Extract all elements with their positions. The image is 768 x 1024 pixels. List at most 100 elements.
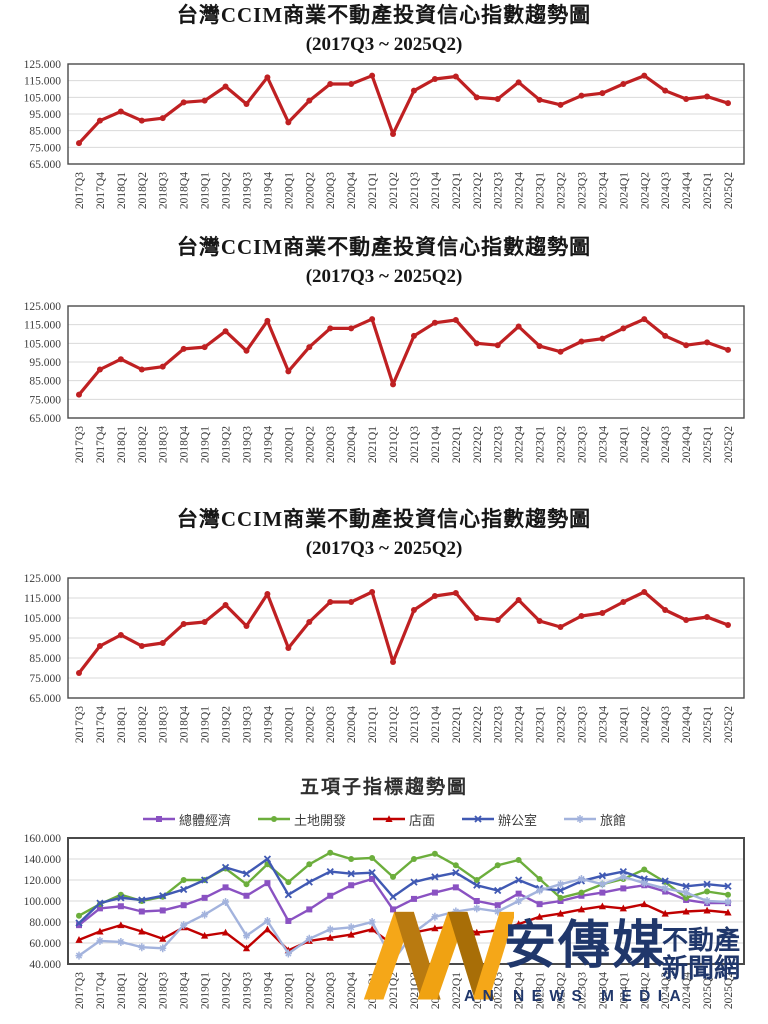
svg-text:2025Q1: 2025Q1 (702, 972, 714, 1009)
svg-text:2024Q2: 2024Q2 (639, 706, 651, 743)
chart-block-3: 台灣CCIM商業不動產投資信心指數趨勢圖 (2017Q3 ~ 2025Q2) 1… (0, 506, 768, 752)
svg-text:2021Q3: 2021Q3 (409, 426, 421, 463)
svg-text:115.000: 115.000 (24, 320, 61, 332)
svg-text:2018Q2: 2018Q2 (137, 706, 149, 743)
svg-text:2022Q4: 2022Q4 (514, 172, 526, 209)
svg-text:2024Q2: 2024Q2 (639, 172, 651, 209)
chart4-canvas: 160.000 140.000 120.000 100.000 80.000 60.000… (24, 834, 745, 1009)
svg-text:2019Q2: 2019Q2 (221, 426, 233, 463)
svg-text:65.000: 65.000 (29, 413, 61, 425)
svg-text:95.000: 95.000 (29, 357, 61, 369)
svg-text:2025Q1: 2025Q1 (702, 426, 714, 463)
svg-text:2023Q4: 2023Q4 (597, 972, 609, 1009)
svg-text:2020Q4: 2020Q4 (346, 972, 358, 1009)
svg-text:115.000: 115.000 (24, 76, 61, 88)
svg-text:2019Q3: 2019Q3 (241, 706, 253, 743)
svg-text:2025Q1: 2025Q1 (702, 706, 714, 743)
svg-text:2025Q2: 2025Q2 (723, 426, 735, 463)
svg-text:65.000: 65.000 (29, 159, 61, 171)
svg-text:2021Q1: 2021Q1 (367, 426, 379, 463)
svg-text:2024Q3: 2024Q3 (660, 706, 672, 743)
svg-text:75.000: 75.000 (29, 394, 61, 406)
svg-text:2023Q3: 2023Q3 (576, 426, 588, 463)
svg-text:2021Q1: 2021Q1 (367, 172, 379, 209)
svg-text:2024Q3: 2024Q3 (660, 172, 672, 209)
svg-text:2024Q1: 2024Q1 (618, 426, 630, 463)
chart-block-4: 五項子指標趨勢圖 總體經濟 土地開發 店面 辦公室 旅館 160.000 140.000 1… (0, 776, 768, 1018)
svg-text:2018Q2: 2018Q2 (137, 972, 149, 1009)
svg-text:2024Q4: 2024Q4 (681, 172, 693, 209)
svg-text:2021Q4: 2021Q4 (430, 172, 442, 209)
svg-text:105.000: 105.000 (24, 338, 62, 350)
svg-text:2020Q2: 2020Q2 (304, 706, 316, 743)
svg-text:125.000: 125.000 (24, 60, 62, 71)
svg-text:65.000: 65.000 (29, 693, 61, 705)
legend-marker-icon (462, 815, 494, 823)
chart2-canvas: 125.000 115.000 105.000 95.000 85.000 75.000 6… (24, 302, 745, 463)
svg-text:2022Q3: 2022Q3 (493, 972, 505, 1009)
svg-text:105.000: 105.000 (24, 613, 62, 625)
svg-text:2024Q1: 2024Q1 (618, 172, 630, 209)
svg-text:2021Q3: 2021Q3 (409, 172, 421, 209)
svg-text:2022Q2: 2022Q2 (472, 426, 484, 463)
svg-text:2018Q3: 2018Q3 (158, 426, 170, 463)
svg-text:115.000: 115.000 (24, 593, 61, 605)
svg-text:2021Q2: 2021Q2 (388, 972, 400, 1009)
svg-text:2019Q3: 2019Q3 (241, 172, 253, 209)
svg-text:2023Q3: 2023Q3 (576, 706, 588, 743)
svg-text:2019Q4: 2019Q4 (262, 706, 274, 743)
legend-marker-icon (564, 815, 597, 823)
svg-text:2022Q1: 2022Q1 (451, 706, 463, 743)
svg-text:2019Q3: 2019Q3 (241, 426, 253, 463)
svg-text:2020Q3: 2020Q3 (325, 972, 337, 1009)
svg-text:2018Q3: 2018Q3 (158, 706, 170, 743)
svg-text:2020Q1: 2020Q1 (283, 426, 295, 463)
svg-text:2025Q1: 2025Q1 (702, 172, 714, 209)
svg-text:2022Q4: 2022Q4 (514, 972, 526, 1009)
svg-text:2022Q1: 2022Q1 (451, 426, 463, 463)
svg-text:2023Q2: 2023Q2 (556, 172, 568, 209)
legend-label: 店面 (408, 812, 435, 828)
svg-text:2019Q4: 2019Q4 (262, 426, 274, 463)
svg-text:2021Q3: 2021Q3 (409, 972, 421, 1009)
svg-text:2023Q4: 2023Q4 (597, 426, 609, 463)
svg-text:2022Q2: 2022Q2 (472, 172, 484, 209)
chart1-title: 台灣CCIM商業不動產投資信心指數趨勢圖 (176, 3, 592, 27)
chart3-title: 台灣CCIM商業不動產投資信心指數趨勢圖 (176, 507, 592, 531)
chart2-title: 台灣CCIM商業不動產投資信心指數趨勢圖 (176, 235, 592, 259)
svg-text:120.000: 120.000 (24, 875, 62, 887)
svg-text:2017Q4: 2017Q4 (95, 706, 107, 743)
svg-text:2017Q4: 2017Q4 (95, 172, 107, 209)
svg-text:2020Q3: 2020Q3 (325, 426, 337, 463)
legend-item-3: 辦公室 (461, 810, 537, 829)
svg-text:2018Q2: 2018Q2 (137, 426, 149, 463)
svg-text:2019Q1: 2019Q1 (200, 706, 212, 743)
svg-text:2023Q3: 2023Q3 (576, 172, 588, 209)
svg-text:85.000: 85.000 (29, 653, 61, 665)
svg-text:2024Q4: 2024Q4 (681, 426, 693, 463)
svg-text:2018Q1: 2018Q1 (116, 172, 128, 209)
svg-text:2018Q4: 2018Q4 (179, 172, 191, 209)
svg-text:2023Q4: 2023Q4 (597, 172, 609, 209)
svg-text:2023Q1: 2023Q1 (535, 426, 547, 463)
legend-item-0: 總體經濟 (142, 810, 231, 829)
svg-text:2018Q1: 2018Q1 (116, 972, 128, 1009)
svg-text:2020Q3: 2020Q3 (325, 172, 337, 209)
svg-text:2017Q4: 2017Q4 (95, 972, 107, 1009)
svg-text:2022Q4: 2022Q4 (514, 706, 526, 743)
svg-text:2017Q3: 2017Q3 (74, 172, 86, 209)
svg-text:2021Q2: 2021Q2 (388, 706, 400, 743)
svg-text:2018Q4: 2018Q4 (179, 426, 191, 463)
chart-block-2: 台灣CCIM商業不動產投資信心指數趨勢圖 (2017Q3 ~ 2025Q2) 1… (0, 234, 768, 472)
svg-text:2018Q3: 2018Q3 (158, 972, 170, 1009)
svg-text:2023Q4: 2023Q4 (597, 706, 609, 743)
svg-text:2021Q4: 2021Q4 (430, 972, 442, 1009)
svg-text:2025Q2: 2025Q2 (723, 172, 735, 209)
chart3-canvas: 125.000 115.000 105.000 95.000 85.000 75.000 6… (24, 574, 745, 743)
legend-item-4: 旅館 (563, 810, 626, 829)
svg-text:2021Q1: 2021Q1 (367, 972, 379, 1009)
svg-text:2023Q2: 2023Q2 (556, 426, 568, 463)
svg-text:2020Q3: 2020Q3 (325, 706, 337, 743)
svg-text:2020Q1: 2020Q1 (283, 706, 295, 743)
svg-text:2024Q4: 2024Q4 (681, 706, 693, 743)
